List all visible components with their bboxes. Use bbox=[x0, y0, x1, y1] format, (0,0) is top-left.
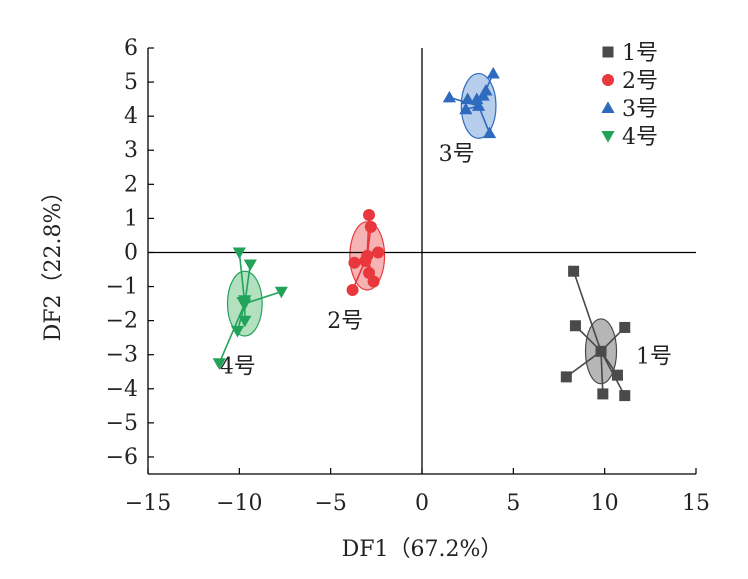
data-point bbox=[367, 275, 380, 288]
data-point bbox=[461, 92, 475, 105]
legend-label: 3号 bbox=[622, 97, 658, 122]
y-tick-label: 1 bbox=[124, 206, 138, 231]
x-tick-label: −5 bbox=[314, 491, 346, 516]
centroid-spoke bbox=[218, 303, 246, 364]
data-point bbox=[364, 220, 377, 233]
group-label: 3号 bbox=[439, 142, 475, 167]
y-tick-label: −1 bbox=[106, 275, 138, 300]
data-point bbox=[597, 388, 609, 400]
y-tick-label: 6 bbox=[124, 36, 138, 61]
legend-marker bbox=[601, 131, 615, 143]
centroid-marker bbox=[238, 298, 252, 311]
data-point bbox=[560, 371, 572, 383]
centroid-marker bbox=[595, 345, 607, 357]
x-tick-label: 15 bbox=[682, 491, 710, 516]
data-point bbox=[442, 90, 456, 103]
centroid-marker bbox=[472, 99, 486, 111]
legend-label: 4号 bbox=[622, 125, 658, 150]
data-point bbox=[619, 390, 631, 402]
data-point bbox=[459, 102, 473, 115]
legend-marker bbox=[602, 46, 614, 58]
y-tick-label: 0 bbox=[124, 240, 138, 265]
x-tick-label: 10 bbox=[591, 491, 619, 516]
legend-marker bbox=[601, 101, 615, 113]
data-point bbox=[482, 126, 497, 139]
group-label: 4号 bbox=[220, 355, 256, 380]
x-tick-label: −10 bbox=[216, 491, 262, 516]
data-point bbox=[486, 66, 500, 79]
data-point bbox=[611, 369, 623, 381]
legend-marker bbox=[602, 74, 614, 86]
legend-label: 1号 bbox=[622, 41, 658, 66]
legend-label: 2号 bbox=[622, 69, 658, 94]
data-point bbox=[238, 315, 252, 328]
y-axis-title: DF2（22.8%） bbox=[41, 181, 66, 342]
y-tick-label: −4 bbox=[106, 377, 138, 402]
centroid-spoke bbox=[244, 290, 282, 305]
y-tick-label: −5 bbox=[106, 411, 138, 436]
data-point bbox=[372, 246, 385, 259]
data-point bbox=[568, 265, 580, 277]
data-point bbox=[569, 320, 581, 332]
data-point bbox=[212, 358, 226, 370]
y-tick-label: 5 bbox=[124, 70, 138, 95]
data-point bbox=[243, 259, 257, 272]
data-point bbox=[348, 256, 361, 269]
data-point bbox=[363, 208, 376, 221]
data-point bbox=[346, 283, 359, 296]
data-point bbox=[470, 92, 484, 105]
x-tick-label: 5 bbox=[506, 491, 520, 516]
axes: −15 −10 −5 0 5 10 156543210−1−2−3−4−5−6DF1（67.… bbox=[41, 36, 710, 562]
x-axis-title: DF1（67.2%） bbox=[342, 537, 503, 562]
data-point bbox=[274, 286, 288, 299]
data-point bbox=[230, 325, 245, 338]
y-tick-label: −2 bbox=[106, 309, 138, 334]
data-points bbox=[212, 66, 631, 402]
x-tick-label: 0 bbox=[415, 491, 429, 516]
y-tick-label: 2 bbox=[124, 172, 138, 197]
group-labels: 1号 2号 3号 4号 bbox=[220, 142, 672, 380]
group-label: 1号 bbox=[636, 344, 672, 369]
centroid-spoke bbox=[600, 351, 604, 394]
centroid-spoke bbox=[565, 350, 602, 378]
y-tick-label: 4 bbox=[124, 104, 138, 129]
group-label: 2号 bbox=[327, 309, 363, 334]
centroid-spoke bbox=[572, 270, 602, 352]
y-tick-label: 3 bbox=[124, 138, 138, 163]
data-point bbox=[232, 247, 246, 260]
data-point bbox=[479, 84, 493, 96]
data-point bbox=[619, 321, 631, 333]
x-tick-label: −15 bbox=[125, 491, 171, 516]
y-tick-label: −6 bbox=[106, 445, 138, 470]
centroid-spoke bbox=[238, 252, 246, 304]
centroid-marker bbox=[361, 249, 374, 262]
y-tick-label: −3 bbox=[106, 343, 138, 368]
legend: 1号 2号 3号 4号 bbox=[601, 41, 658, 150]
